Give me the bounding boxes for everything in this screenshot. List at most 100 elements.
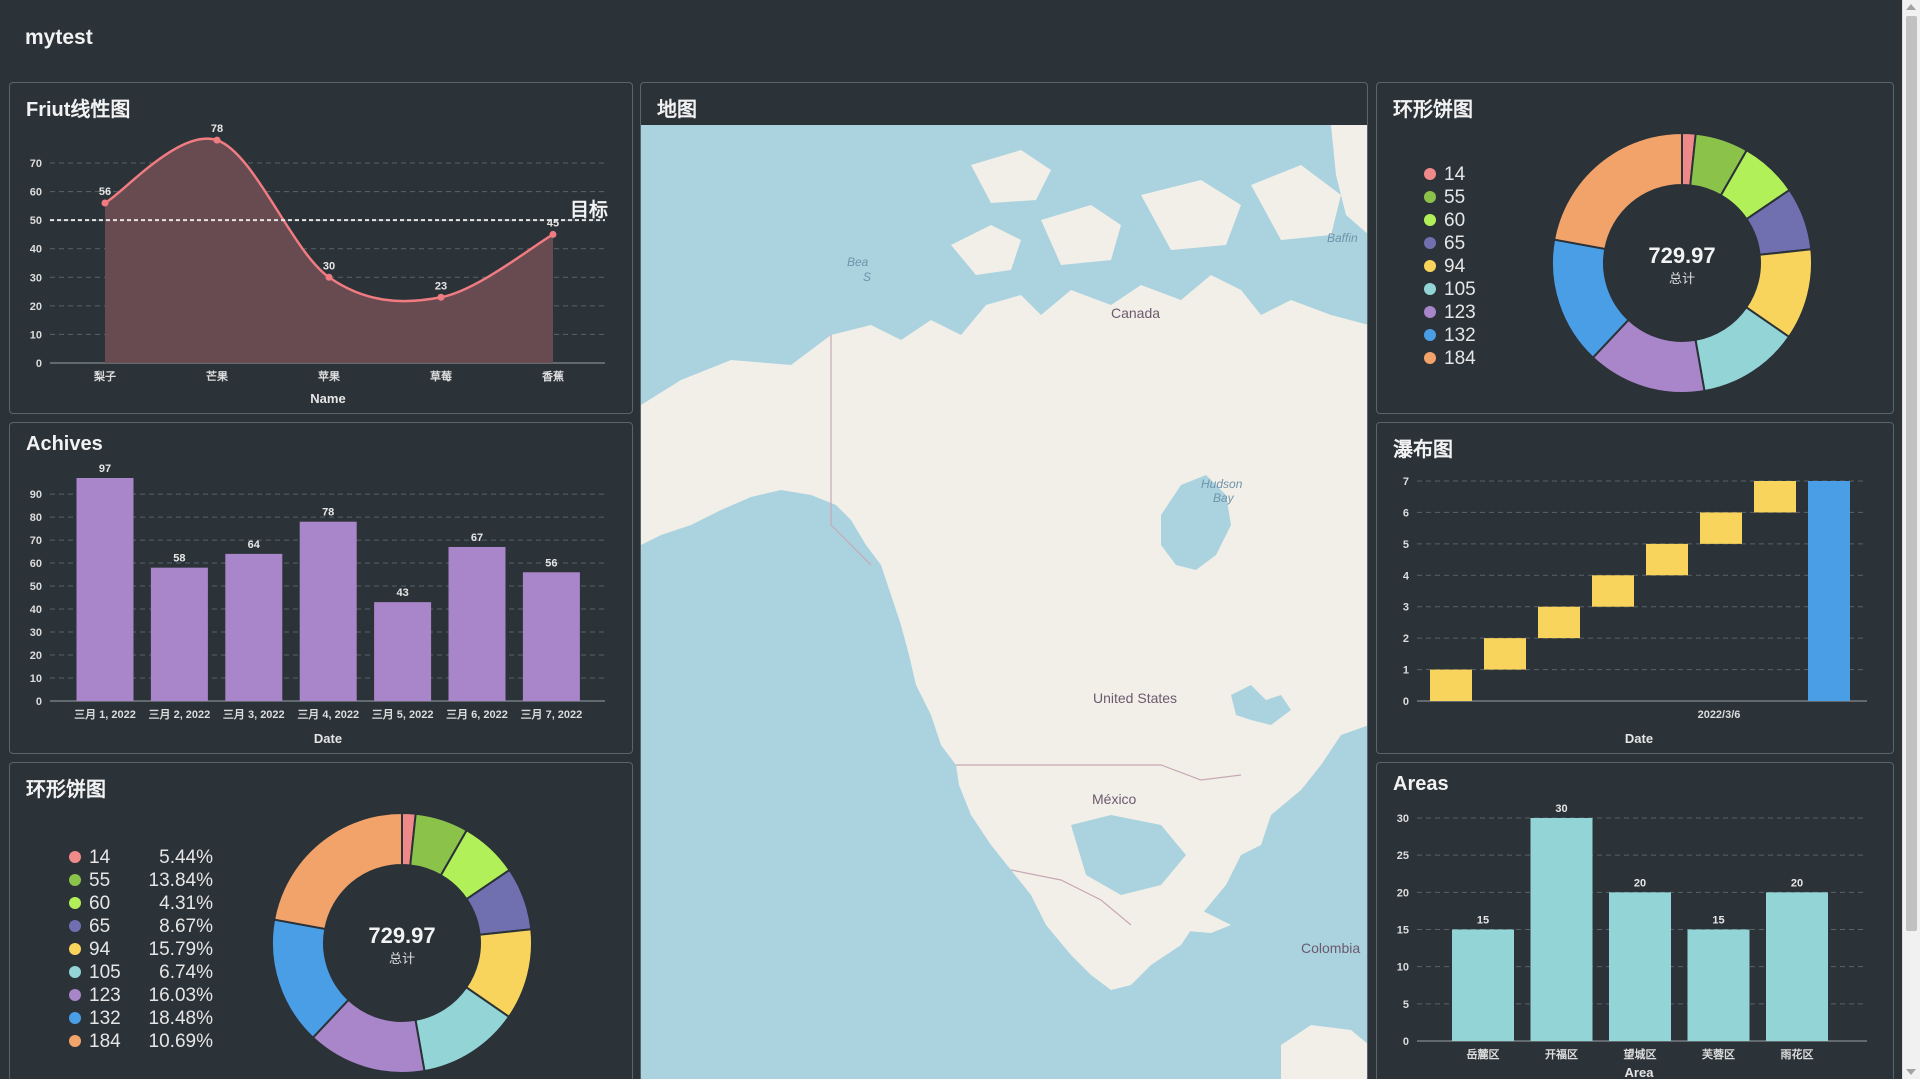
page-scrollbar[interactable] <box>1902 0 1920 1079</box>
areas-bar <box>1687 929 1750 1041</box>
donut2-legend-marker <box>69 1012 81 1024</box>
scroll-up-icon[interactable] <box>1906 4 1916 10</box>
donut2-legend-marker <box>69 966 81 978</box>
donut2-legend-percent: 16.03% <box>149 985 214 1006</box>
donut2-legend-percent: 13.84% <box>149 870 214 891</box>
arctic-island-2 <box>1041 205 1121 265</box>
map-title: 地图 <box>657 99 697 121</box>
bars-y-tick-label: 50 <box>30 581 42 593</box>
areas-x-axis-title: Area <box>1625 1065 1655 1079</box>
line-point <box>101 199 109 207</box>
scrollbar-thumb[interactable] <box>1906 16 1917 931</box>
donut2-legend-marker <box>69 874 81 886</box>
line-data-label: 23 <box>435 280 447 292</box>
donut1-center-label: 总计 <box>1669 271 1695 286</box>
waterfall-y-tick-label: 4 <box>1403 570 1410 582</box>
areas-data-label: 20 <box>1791 877 1803 889</box>
bars-x-tick-label: 三月 5, 2022 <box>372 708 434 721</box>
line-point <box>325 273 333 281</box>
app-title: mytest <box>25 26 93 49</box>
areas-y-tick-label: 20 <box>1397 887 1409 899</box>
donut2-legend-label: 94 <box>89 939 111 960</box>
waterfall-step-bar <box>1430 669 1472 701</box>
donut2-legend-percent: 6.74% <box>159 962 213 983</box>
bars-x-tick-label: 三月 1, 2022 <box>74 708 136 721</box>
bars-y-tick-label: 20 <box>30 650 42 662</box>
areas-y-tick-label: 5 <box>1403 999 1409 1011</box>
gulf-of-mexico <box>1071 815 1186 895</box>
waterfall-step-bar <box>1754 481 1796 513</box>
bars-y-tick-label: 80 <box>30 512 42 524</box>
line-y-tick-label: 10 <box>30 329 42 341</box>
arctic-island-5 <box>971 150 1051 203</box>
map-label-bay: Bay <box>1213 491 1234 505</box>
areas-bar <box>1530 818 1593 1041</box>
bars-data-label: 56 <box>545 557 557 569</box>
waterfall-y-tick-label: 3 <box>1403 602 1409 614</box>
donut1-panel: 环形饼图 729.97 总计 14 55 60 65 94 105 123 132 184 <box>1376 82 1894 414</box>
donut2-legend-marker <box>69 1035 81 1047</box>
map-label-hudson: Hudson <box>1201 477 1243 491</box>
map-label-beaufort-2: S <box>863 270 872 284</box>
areas-data-label: 15 <box>1712 915 1724 927</box>
bars-bar <box>522 572 580 701</box>
line-y-tick-label: 40 <box>30 244 42 256</box>
waterfall-step-bar <box>1592 575 1634 607</box>
line-data-label: 45 <box>547 217 559 229</box>
line-y-tick-label: 60 <box>30 187 42 199</box>
areas-x-tick-label: 开福区 <box>1545 1047 1578 1061</box>
donut2-legend-label: 123 <box>89 985 121 1006</box>
line-x-tick-label: 梨子 <box>93 369 116 383</box>
donut1-legend-marker <box>1424 260 1436 272</box>
waterfall-x-tick-label: 2022/3/6 <box>1698 709 1741 721</box>
bars-bar <box>76 478 134 701</box>
areas-x-tick-label: 芙蓉区 <box>1701 1047 1735 1061</box>
waterfall-total-bar <box>1808 481 1850 701</box>
donut2-title: 环形饼图 <box>26 779 106 801</box>
line-y-tick-label: 0 <box>36 358 42 370</box>
bars-bar <box>374 602 432 701</box>
line-chart-title: Friut线性图 <box>26 99 131 121</box>
border-us-canada <box>956 764 1242 781</box>
bars-data-label: 43 <box>396 587 408 599</box>
donut1-legend-marker <box>1424 329 1436 341</box>
areas-y-tick-label: 25 <box>1397 850 1409 862</box>
bars-x-tick-label: 三月 3, 2022 <box>223 708 285 721</box>
map-label-beaufort-1: Bea <box>847 255 869 269</box>
map-panel[interactable]: 地图 Canada U <box>640 82 1368 1079</box>
bars-y-tick-label: 40 <box>30 604 42 616</box>
line-point <box>437 293 445 301</box>
areas-chart: 0 5 10 15 20 25 30 15 岳麓区 30 开福区 20 望城区 15 芙蓉区 20 雨花区 Are… <box>1397 803 1867 1079</box>
donut2-legend-label: 55 <box>89 870 110 891</box>
line-target-label: 目标 <box>570 199 608 221</box>
donut1-legend-label: 14 <box>1444 164 1466 185</box>
donut2-legend-percent: 10.69% <box>149 1031 214 1052</box>
line-x-tick-label: 芒果 <box>206 369 228 383</box>
scroll-down-icon[interactable] <box>1906 1069 1916 1075</box>
line-x-tick-label: 香蕉 <box>541 369 564 383</box>
donut1-legend-label: 123 <box>1444 302 1476 323</box>
bars-x-axis-title: Date <box>314 731 342 746</box>
donut1-legend-label: 60 <box>1444 210 1465 231</box>
donut1-legend-marker <box>1424 191 1436 203</box>
waterfall-y-tick-label: 0 <box>1403 696 1409 708</box>
waterfall-chart: 0 1 2 3 4 5 6 7 2022/3/6 Date <box>1403 476 1867 746</box>
areas-bar <box>1766 892 1828 1041</box>
bars-x-tick-label: 三月 4, 2022 <box>297 708 359 721</box>
donut2-legend-marker <box>69 897 81 909</box>
map-label-colombia: Colombia <box>1301 940 1361 956</box>
waterfall-x-axis-title: Date <box>1625 731 1653 746</box>
donut1-legend-label: 105 <box>1444 279 1476 300</box>
line-y-tick-label: 50 <box>30 215 42 227</box>
donut1-legend-label: 94 <box>1444 256 1466 277</box>
line-area-fill <box>105 138 553 363</box>
map-view[interactable]: Canada United States México Colombia Hud… <box>641 125 1367 1079</box>
waterfall-panel: 瀑布图 0 1 2 3 4 5 6 7 2022/3/6 Date <box>1376 422 1894 754</box>
areas-x-tick-label: 雨花区 <box>1781 1047 1814 1061</box>
map-canvas[interactable] <box>641 125 1367 1079</box>
bars-y-tick-label: 30 <box>30 627 42 639</box>
donut1-legend-marker <box>1424 306 1436 318</box>
line-x-tick-label: 草莓 <box>430 369 452 383</box>
south-america-edge <box>1281 1025 1367 1079</box>
